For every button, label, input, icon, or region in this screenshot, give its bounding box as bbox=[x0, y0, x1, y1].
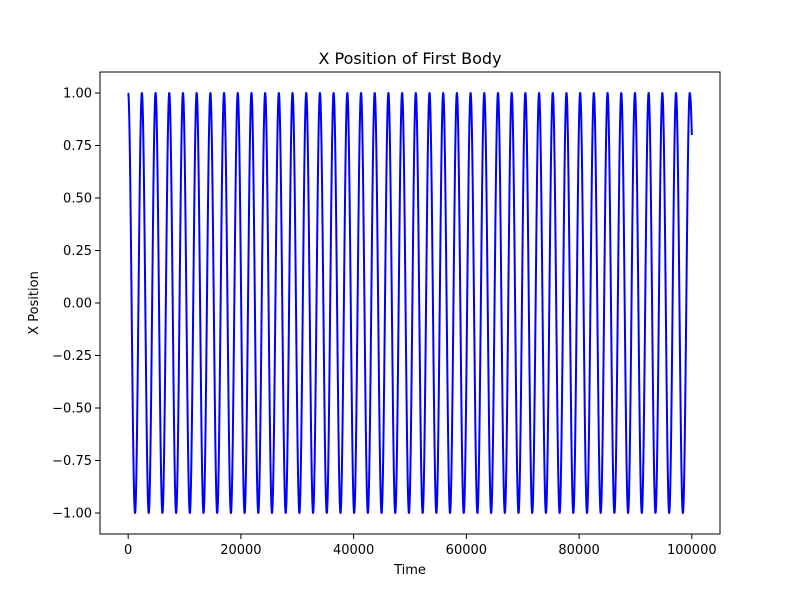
y-tick-label: 0.75 bbox=[63, 139, 92, 154]
x-tick-label: 40000 bbox=[333, 543, 374, 558]
plot-area bbox=[127, 92, 693, 514]
x-tick-label: 60000 bbox=[446, 543, 487, 558]
y-tick-label: 0.00 bbox=[63, 297, 92, 312]
series-line bbox=[127, 92, 693, 514]
x-axis-label: Time bbox=[393, 563, 426, 578]
y-tick-label: −0.75 bbox=[52, 454, 92, 469]
y-tick-label: 1.00 bbox=[63, 87, 92, 102]
x-axis: 0 20000 40000 60000 80000 100000 bbox=[124, 534, 717, 558]
x-tick-label: 80000 bbox=[558, 543, 599, 558]
y-axis-label: X Position bbox=[27, 271, 42, 335]
x-tick-label: 100000 bbox=[667, 543, 717, 558]
y-tick-label: −0.50 bbox=[52, 402, 92, 417]
y-tick-label: 0.50 bbox=[63, 192, 92, 207]
y-tick-label: 0.25 bbox=[63, 244, 92, 259]
y-tick-label: −1.00 bbox=[52, 507, 92, 522]
x-tick-label: 20000 bbox=[220, 543, 261, 558]
chart-title: X Position of First Body bbox=[318, 49, 501, 68]
y-tick-label: −0.25 bbox=[52, 349, 92, 364]
y-axis: 1.00 0.75 0.50 0.25 0.00 −0.25 −0.50 −0.75 −1.00 bbox=[52, 87, 100, 522]
x-tick-label: 0 bbox=[124, 543, 132, 558]
